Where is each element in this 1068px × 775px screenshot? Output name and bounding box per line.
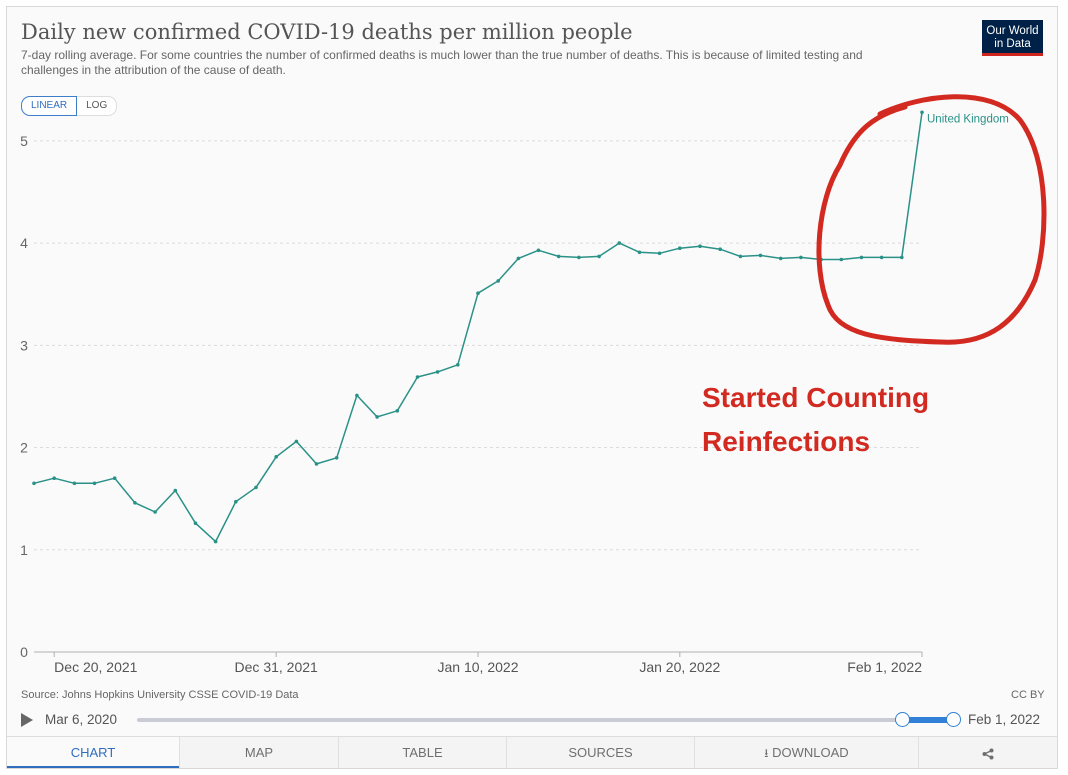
data-point — [637, 250, 642, 255]
data-point — [799, 255, 803, 260]
x-tick-label: Dec 20, 2021 — [54, 659, 137, 675]
axis-layer: 0 1 2 3 4 5 Dec 20, 2021 Dec 31, 2021 Jan 10, 20… — [20, 133, 923, 675]
data-point — [435, 370, 440, 374]
x-tick-label: Feb 1, 2022 — [847, 659, 922, 675]
data-point — [476, 291, 480, 296]
y-tick-label: 4 — [20, 235, 28, 251]
data-point — [678, 246, 682, 250]
y-tick-label: 1 — [20, 542, 28, 558]
data-point — [72, 481, 77, 486]
data-point — [153, 510, 157, 514]
data-point — [112, 476, 117, 481]
tab-map[interactable]: MAP — [179, 737, 338, 768]
data-point — [52, 476, 56, 481]
y-tick-label: 2 — [20, 440, 28, 456]
data-point — [597, 254, 601, 259]
series-line-united-kingdom — [33, 112, 923, 543]
tab-share[interactable] — [918, 737, 1057, 768]
data-point — [193, 521, 198, 525]
x-tick-label: Dec 31, 2021 — [235, 659, 318, 675]
logo-line-2: in Data — [994, 38, 1031, 50]
data-point — [415, 375, 420, 379]
data-point — [617, 241, 622, 245]
tab-table[interactable]: TABLE — [338, 737, 506, 768]
share-icon — [982, 748, 994, 760]
data-point — [32, 481, 36, 486]
timeline: Mar 6, 2020 Feb 1, 2022 — [21, 708, 1051, 732]
log-scale-button[interactable]: LOG — [77, 96, 118, 116]
license-label[interactable]: CC BY — [1011, 689, 1045, 701]
timeline-end-label: Feb 1, 2022 — [968, 712, 1041, 727]
data-point — [456, 363, 460, 367]
tab-chart[interactable]: CHART — [7, 737, 179, 768]
timeline-start-handle[interactable] — [895, 712, 910, 727]
logo-line-1: Our World — [986, 25, 1039, 37]
tab-download[interactable]: ⭳ DOWNLOAD — [694, 737, 918, 768]
data-point — [314, 462, 319, 466]
data-point — [556, 254, 561, 259]
data-point — [839, 257, 844, 262]
bottom-tabs: CHART MAP TABLE SOURCES ⭳ DOWNLOAD — [7, 736, 1057, 769]
data-point — [375, 415, 379, 419]
data-point — [879, 255, 884, 260]
tab-sources[interactable]: SOURCES — [506, 737, 694, 768]
data-point — [294, 439, 299, 444]
y-tick-label: 3 — [20, 337, 28, 353]
x-tick-label: Jan 20, 2022 — [639, 659, 720, 675]
line-chart: 0 1 2 3 4 5 Dec 20, 2021 Dec 31, 2021 Jan 10, 20… — [20, 94, 1047, 675]
timeline-end-handle[interactable] — [946, 712, 961, 727]
data-point — [920, 110, 924, 115]
tab-download-label: DOWNLOAD — [772, 745, 849, 760]
y-tick-label: 5 — [20, 133, 28, 149]
data-point — [778, 256, 783, 261]
data-point — [355, 393, 359, 398]
data-point — [133, 501, 137, 505]
series-label-united-kingdom: United Kingdom — [927, 113, 1009, 125]
data-point — [334, 456, 339, 460]
timeline-start-label: Mar 6, 2020 — [45, 712, 118, 727]
x-tick-label: Jan 10, 2022 — [438, 659, 519, 675]
data-point — [859, 255, 864, 260]
annotation-line-1: Started Counting — [702, 382, 930, 413]
data-point — [234, 499, 238, 504]
download-icon: ⭳ — [764, 746, 769, 760]
data-point — [718, 247, 722, 251]
data-point — [395, 409, 400, 413]
annotation-line-2: Reinfections — [702, 426, 871, 457]
data-point — [900, 255, 904, 260]
data-point — [738, 254, 743, 259]
data-point — [173, 488, 178, 493]
annotation-circle-layer — [816, 94, 1047, 345]
chart-title: Daily new confirmed COVID-19 deaths per … — [21, 20, 633, 44]
scale-toggle: LINEAR LOG — [21, 96, 118, 116]
timeline-selected-range — [902, 717, 953, 723]
data-point — [254, 485, 258, 490]
data-point — [758, 253, 763, 258]
data-point — [274, 455, 279, 459]
y-tick-label: 0 — [20, 644, 28, 660]
linear-scale-button[interactable]: LINEAR — [21, 96, 78, 116]
source-note[interactable]: Source: Johns Hopkins University CSSE CO… — [21, 689, 299, 701]
data-point — [698, 244, 702, 248]
data-point — [213, 539, 218, 544]
play-icon[interactable] — [21, 713, 33, 727]
data-point — [92, 481, 97, 486]
data-point — [577, 255, 581, 260]
chart-frame — [6, 6, 1058, 769]
reinfections-annotation: Started Counting Reinfections — [702, 376, 929, 464]
data-point — [536, 248, 541, 253]
data-point — [496, 279, 501, 283]
annotation-circle — [816, 94, 1047, 345]
data-point — [516, 256, 521, 261]
data-point — [657, 251, 662, 256]
owid-logo[interactable]: Our World in Data — [982, 20, 1043, 56]
series-layer: United Kingdom — [32, 110, 1009, 544]
timeline-track[interactable] — [137, 718, 953, 722]
chart-subtitle: 7-day rolling average. For some countrie… — [21, 48, 863, 77]
